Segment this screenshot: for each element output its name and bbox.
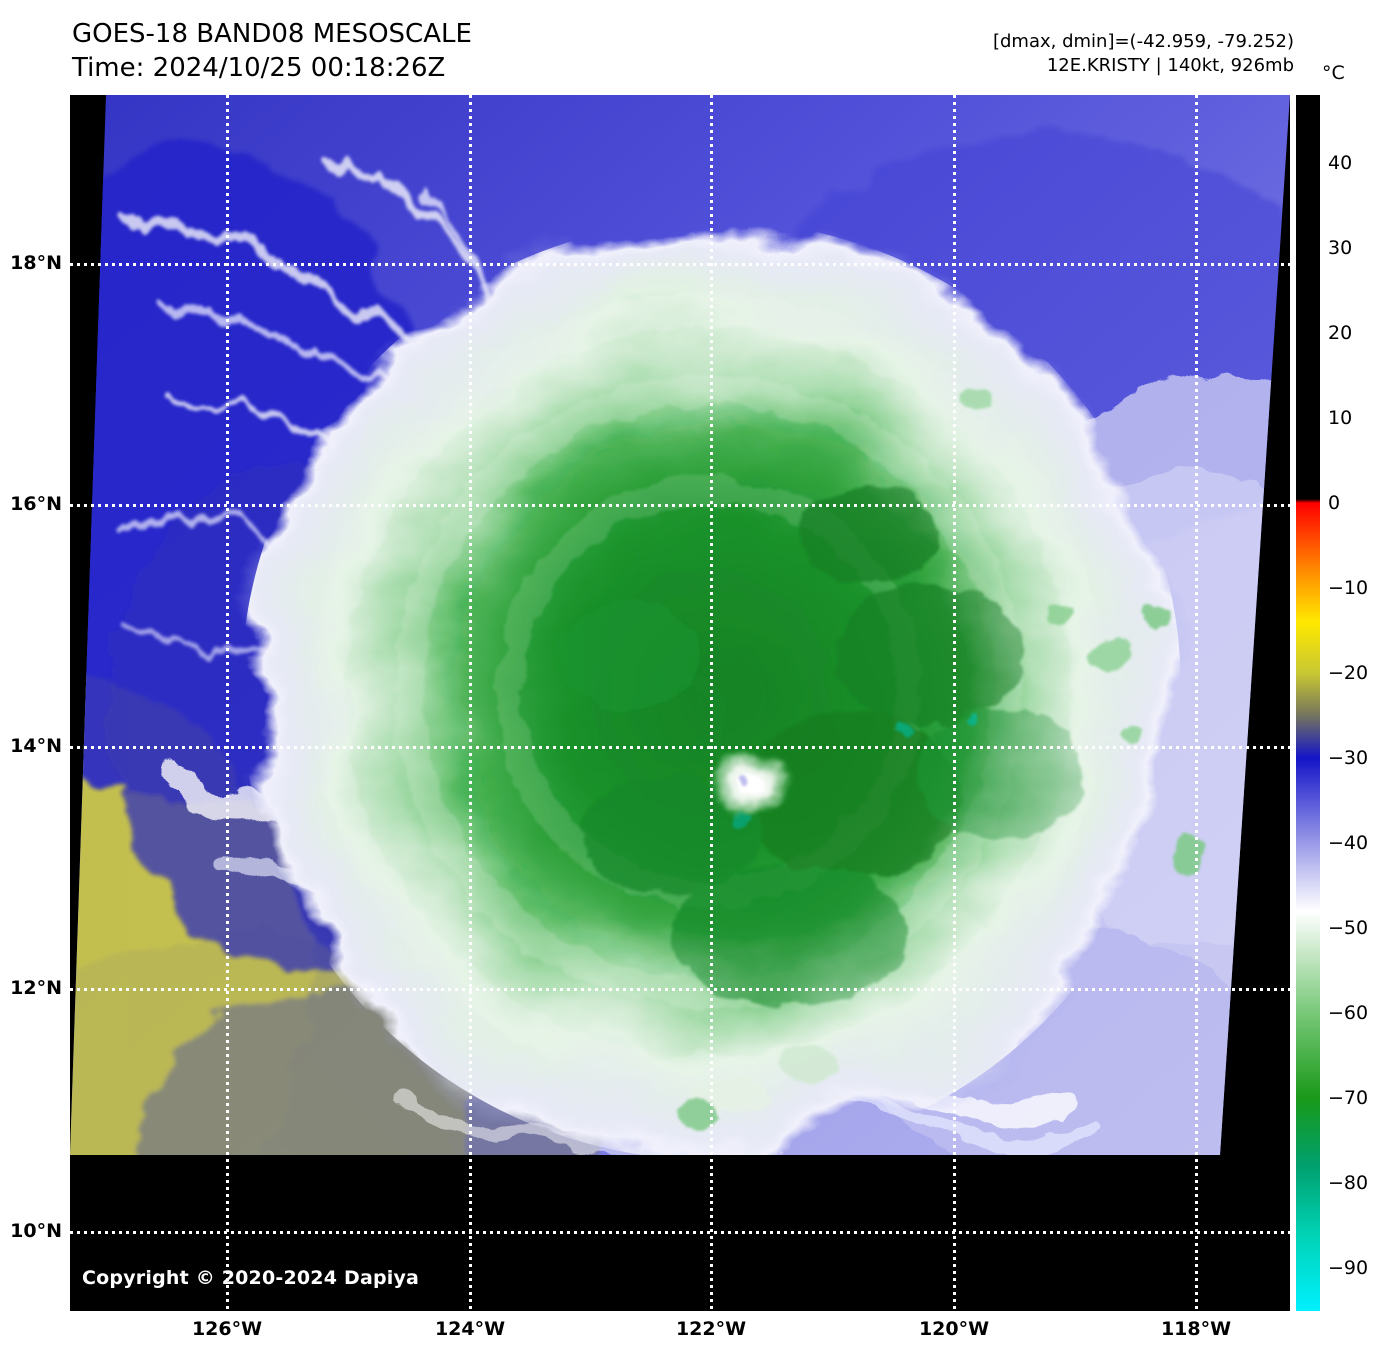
colorbar-segment (1296, 1098, 1320, 1167)
copyright-notice: Copyright © 2020-2024 Dapiya (82, 1267, 420, 1289)
colorbar-tick-minus20: −20 (1328, 662, 1369, 685)
colorbar-tick-40: 40 (1328, 152, 1353, 175)
dmax-dmin-readout: [dmax, dmin]=(-42.959, -79.252) (992, 31, 1294, 52)
xtick-124w: 124°W (434, 1318, 506, 1340)
colorbar-tick-10: 10 (1328, 407, 1353, 430)
ytick-12n: 12°N (10, 977, 62, 999)
colorbar-tick-20: 20 (1328, 322, 1353, 345)
colorbar-segment (1296, 809, 1320, 861)
colorbar-segment (1296, 911, 1320, 946)
colorbar-segment (1296, 715, 1320, 759)
colorbar-segment (1296, 503, 1320, 572)
ytick-10n: 10°N (10, 1220, 62, 1242)
colorbar-tick-minus60: −60 (1328, 1002, 1369, 1025)
page-title: GOES-18 BAND08 MESOSCALE Time: 2024/10/2… (72, 18, 472, 86)
colorbar-segment (1296, 1166, 1320, 1235)
observation-time: Time: 2024/10/25 00:18:26Z (72, 52, 446, 83)
colorbar-segment (1296, 622, 1320, 674)
xtick-122w: 122°W (675, 1318, 747, 1340)
product-title: GOES-18 BAND08 MESOSCALE (72, 19, 472, 49)
satellite-image-plot[interactable]: Copyright © 2020-2024 Dapiya (70, 95, 1290, 1311)
colorbar-tick-minus50: −50 (1328, 917, 1369, 940)
colorbar-tick-minus30: −30 (1328, 747, 1369, 770)
colorbar-segment (1296, 571, 1320, 623)
storm-readout: 12E.KRISTY | 140kt, 926mb (1046, 55, 1294, 77)
colorbar-segment (1296, 498, 1320, 504)
colorbar-tick-30: 30 (1328, 237, 1353, 260)
xtick-118w: 118°W (1160, 1318, 1232, 1340)
colorbar-tick-minus70: −70 (1328, 1087, 1369, 1110)
colorbar-segment (1296, 758, 1320, 810)
colorbar[interactable] (1296, 95, 1320, 1311)
ytick-18n: 18°N (10, 252, 62, 274)
ytick-14n: 14°N (10, 735, 62, 757)
colorbar-unit-label: °C (1322, 62, 1345, 84)
colorbar-tick-minus10: −10 (1328, 577, 1369, 600)
colorbar-segment (1296, 945, 1320, 1014)
colorbar-segment (1296, 1234, 1320, 1311)
ytick-16n: 16°N (10, 493, 62, 515)
colorbar-segment (1296, 673, 1320, 716)
satellite-imagery (70, 95, 1290, 1311)
colorbar-segment (1296, 95, 1320, 499)
colorbar-tick-minus90: −90 (1328, 1257, 1369, 1280)
colorbar-tick-0: 0 (1328, 492, 1341, 515)
colorbar-segment (1296, 1013, 1320, 1099)
colorbar-segment (1296, 860, 1320, 912)
xtick-120w: 120°W (918, 1318, 990, 1340)
colorbar-tick-minus80: −80 (1328, 1172, 1369, 1195)
metadata-block: [dmax, dmin]=(-42.959, -79.252) 12E.KRIS… (993, 30, 1294, 79)
xtick-126w: 126°W (191, 1318, 263, 1340)
colorbar-tick-minus40: −40 (1328, 832, 1369, 855)
